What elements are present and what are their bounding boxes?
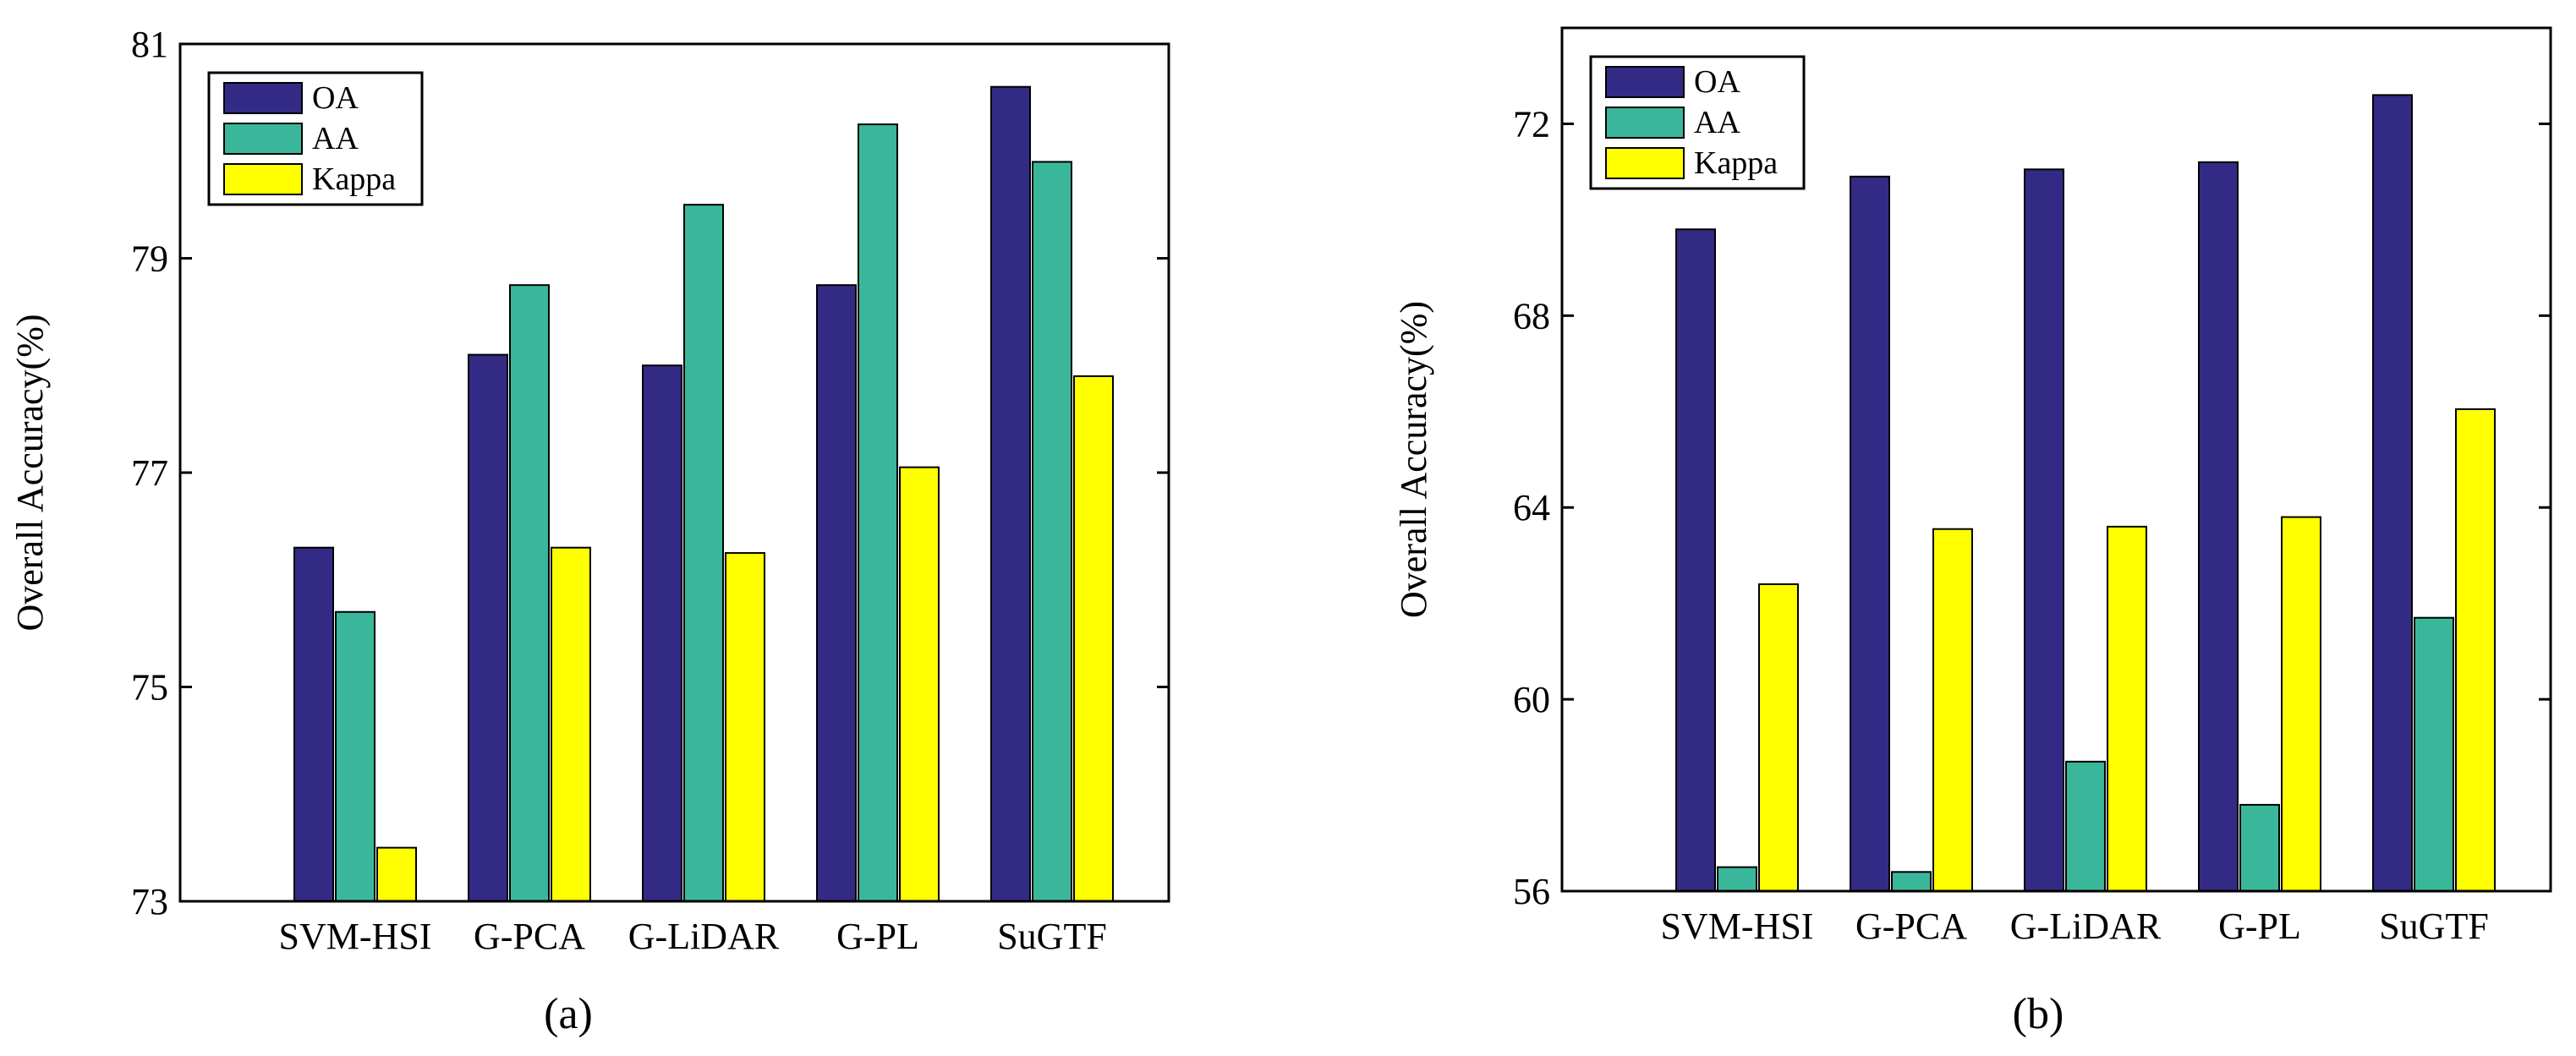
panel-caption: (a): [544, 990, 593, 1038]
legend-swatch-kappa: [223, 163, 303, 195]
bar-aa-g-lidar: [683, 204, 724, 902]
x-tick-label: G-PL: [2218, 906, 2301, 947]
bar-aa-svm-hsi: [335, 610, 375, 903]
x-tick-label: G-LiDAR: [2010, 906, 2162, 947]
legend-label-kappa: Kappa: [312, 161, 396, 197]
bar-kappa-svm-hsi: [376, 846, 417, 902]
bar-aa-g-pca: [509, 284, 550, 902]
x-tick-label: SVM-HSI: [279, 916, 432, 957]
panel-caption: (b): [2013, 990, 2064, 1038]
legend-label-kappa: Kappa: [1694, 145, 1778, 181]
x-tick-label: SuGTF: [2379, 906, 2489, 947]
bar-oa-g-pca: [1850, 175, 1890, 893]
bar-oa-g-pl: [816, 284, 857, 902]
y-tick-label: 60: [1513, 679, 1550, 720]
bar-kappa-g-pl: [899, 466, 940, 902]
bar-oa-g-lidar: [642, 364, 682, 902]
legend-swatch-oa: [1605, 66, 1685, 98]
y-axis-label: Overall Accuracy(%): [1393, 301, 1434, 618]
legend-label-oa: OA: [312, 80, 359, 116]
y-tick-label: 77: [131, 452, 168, 494]
bar-kappa-sugtf: [1073, 375, 1114, 902]
bar-oa-g-pl: [2198, 161, 2239, 893]
plot-frame: [1560, 26, 2552, 893]
legend-label-aa: AA: [1694, 105, 1740, 140]
panel-b: SVM-HSI G-PCA G-LiDAR G-PL SuGTF 56 60 64 68 72 Ov…: [1393, 26, 2552, 1038]
bar-aa-sugtf: [2414, 616, 2454, 893]
bar-aa-sugtf: [1032, 161, 1072, 903]
legend-label-oa: OA: [1694, 64, 1740, 100]
bar-aa-g-pl: [858, 123, 898, 902]
x-tick-label: SVM-HSI: [1661, 906, 1814, 947]
bar-kappa-g-pl: [2281, 516, 2321, 892]
y-tick-label: 72: [1513, 103, 1550, 145]
bar-aa-g-lidar: [2065, 760, 2106, 892]
legend-swatch-kappa: [1605, 147, 1685, 179]
x-tick-label: G-LiDAR: [628, 916, 780, 957]
y-tick-label: 56: [1513, 871, 1550, 912]
y-tick-label: 68: [1513, 295, 1550, 336]
bar-oa-g-pca: [468, 353, 508, 902]
bar-kappa-g-pca: [1932, 528, 1973, 892]
legend-swatch-aa: [1605, 107, 1685, 139]
panel-a: SVM-HSI G-PCA G-LiDAR G-PL SuGTF 73 75 77 79 81 Ov…: [9, 24, 1170, 1038]
y-tick-label: 81: [131, 24, 168, 65]
bar-kappa-g-lidar: [725, 552, 765, 902]
y-tick-label: 79: [131, 238, 168, 280]
bar-oa-sugtf: [990, 85, 1031, 902]
y-axis-label: Overall Accuracy(%): [9, 314, 51, 631]
bar-kappa-g-lidar: [2107, 525, 2147, 893]
bar-oa-sugtf: [2372, 94, 2413, 892]
x-tick-label: G-PCA: [1855, 906, 1967, 947]
legend-swatch-aa: [223, 123, 303, 155]
bar-oa-svm-hsi: [293, 546, 334, 902]
x-tick-label: G-PCA: [474, 916, 585, 957]
bar-aa-g-pca: [1891, 871, 1932, 893]
y-tick-label: 64: [1513, 487, 1550, 528]
x-tick-label: SuGTF: [997, 916, 1107, 957]
y-tick-label: 75: [131, 667, 168, 709]
bar-aa-g-pl: [2239, 803, 2280, 893]
bar-aa-svm-hsi: [1717, 866, 1757, 893]
legend-swatch-oa: [223, 82, 303, 114]
bar-oa-g-lidar: [2024, 168, 2064, 892]
y-tick-label: 73: [131, 881, 168, 922]
bar-kappa-g-pca: [551, 546, 591, 902]
bar-oa-svm-hsi: [1675, 228, 1716, 892]
x-tick-label: G-PL: [836, 916, 919, 957]
bar-kappa-sugtf: [2455, 408, 2496, 893]
legend-label-aa: AA: [312, 121, 359, 156]
bar-kappa-svm-hsi: [1758, 583, 1799, 892]
